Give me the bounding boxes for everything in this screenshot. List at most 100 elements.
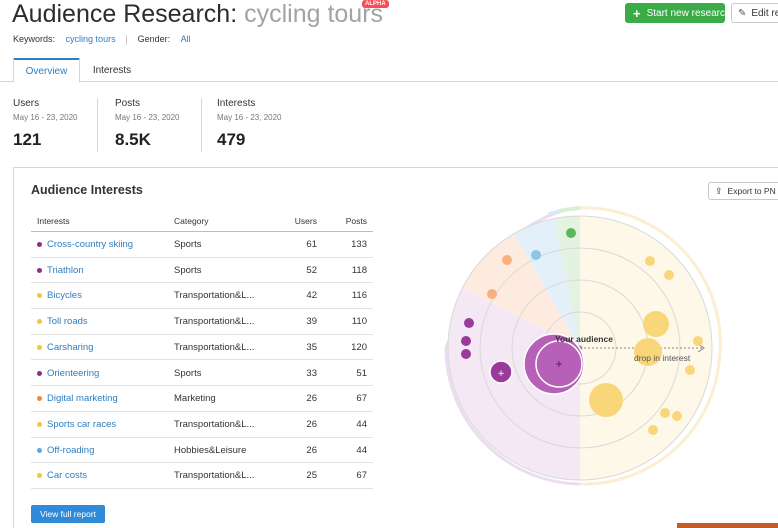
interest-users: 52	[306, 264, 317, 276]
stat-posts-value: 8.5K	[115, 130, 151, 149]
category-dot-icon	[37, 421, 42, 427]
interest-link[interactable]: Digital marketing	[47, 393, 118, 405]
interest-link[interactable]: Sports car races	[47, 418, 117, 430]
table-row: Triathlon Sports 52 118	[31, 258, 373, 284]
svg-text:+: +	[555, 359, 563, 370]
start-new-research-button[interactable]: + Start new research	[625, 3, 731, 23]
table-row: Sports car races Transportation&L... 26 44	[31, 412, 373, 438]
page-title-main: Audience Research:	[12, 0, 238, 28]
svg-text:+: +	[497, 369, 505, 379]
interest-posts: 120	[351, 341, 367, 353]
stat-users-date: May 16 - 23, 2020	[13, 113, 78, 122]
upload-icon: ⇪	[715, 185, 723, 196]
table-row: Cross-country skiing Sports 61 133	[31, 232, 373, 258]
interest-posts: 67	[356, 393, 367, 405]
table-row: Toll roads Transportation&L... 39 110	[31, 309, 373, 335]
interest-bubble[interactable]	[461, 336, 471, 346]
interest-bubble[interactable]	[672, 411, 682, 421]
audience-interests-panel: Audience Interests ⇪ Export to PN Interes…	[13, 167, 778, 528]
tab-interests[interactable]: Interests	[92, 65, 132, 76]
category-dot-icon	[37, 396, 42, 402]
ring-outer	[447, 215, 713, 481]
stat-divider	[97, 98, 98, 152]
export-button-label: Export to PN	[727, 186, 776, 196]
interest-bubble[interactable]	[502, 255, 512, 265]
keywords-value-link[interactable]: cycling tours	[65, 34, 116, 44]
interest-bubble[interactable]	[531, 250, 541, 260]
stat-interests-label: Interests	[217, 98, 256, 109]
interest-bubble[interactable]	[648, 425, 658, 435]
interest-bubble[interactable]	[487, 289, 497, 299]
interest-users: 25	[306, 470, 317, 482]
stat-posts-date: May 16 - 23, 2020	[115, 113, 180, 122]
interest-link[interactable]: Orienteering	[47, 367, 100, 379]
column-header-interests[interactable]: Interests	[37, 216, 70, 226]
interest-bubble[interactable]	[461, 349, 471, 359]
interest-bubble[interactable]	[535, 340, 583, 388]
export-png-button[interactable]: ⇪ Export to PN	[708, 182, 778, 200]
interest-posts: 44	[356, 418, 367, 430]
interest-bubble[interactable]	[589, 383, 623, 417]
view-full-report-button[interactable]: View full report	[31, 505, 105, 523]
table-row: Digital marketing Marketing 26 67	[31, 386, 373, 412]
interest-bubble[interactable]	[464, 318, 474, 328]
interest-bubble[interactable]	[660, 408, 670, 418]
interest-bubble[interactable]	[634, 338, 662, 366]
table-row: Carsharing Transportation&L... 35 120	[31, 335, 373, 361]
edit-button[interactable]: ✎ Edit re	[731, 3, 778, 23]
interest-bubble[interactable]	[643, 311, 669, 337]
alpha-badge: ALPHA	[362, 0, 389, 8]
interest-posts: 44	[356, 444, 367, 456]
interest-bubble[interactable]	[489, 360, 513, 384]
interest-users: 33	[306, 367, 317, 379]
stat-posts: Posts May 16 - 23, 2020 8.5K	[115, 98, 179, 150]
column-header-users[interactable]: Users	[294, 216, 317, 226]
interest-posts: 51	[356, 367, 367, 379]
tab-overview[interactable]: Overview	[13, 58, 80, 83]
tab-bar: Overview Interests	[0, 58, 778, 83]
stat-interests: Interests May 16 - 23, 2020 479	[217, 98, 281, 150]
interest-link[interactable]: Bicycles	[47, 290, 82, 302]
interest-bubble[interactable]	[693, 336, 703, 346]
keywords-label: Keywords:	[13, 34, 56, 44]
table-row: Orienteering Sports 33 51	[31, 361, 373, 387]
interest-posts: 118	[351, 264, 367, 276]
table-row: Car costs Transportation&L... 25 67	[31, 463, 373, 489]
stat-interests-date: May 16 - 23, 2020	[217, 113, 282, 122]
category-dot-icon	[37, 267, 42, 273]
interest-bubble[interactable]	[685, 365, 695, 375]
interest-link[interactable]: Car costs	[47, 470, 88, 482]
interest-bubble[interactable]	[664, 270, 674, 280]
interest-link[interactable]: Carsharing	[47, 341, 94, 353]
interest-link[interactable]: Cross-country skiing	[47, 239, 134, 250]
category-dot-icon	[37, 370, 42, 376]
outer-arc-transport	[579, 206, 722, 486]
column-header-posts[interactable]: Posts	[345, 216, 367, 226]
column-header-category[interactable]: Category	[174, 216, 209, 226]
table-row: Bicycles Transportation&L... 42 116	[31, 283, 373, 310]
interest-users: 35	[306, 341, 317, 353]
page-title-keyword: cycling tours	[244, 0, 384, 28]
sector-marketing	[463, 234, 580, 348]
gender-value-link[interactable]: All	[180, 34, 191, 44]
interest-link[interactable]: Triathlon	[47, 264, 84, 276]
interest-bubble-chart: + + Your audience drop in interest	[444, 206, 722, 486]
category-dot-icon	[37, 447, 42, 453]
interest-link[interactable]: Off-roading	[47, 444, 95, 456]
page-title: Audience Research: cycling tours	[12, 0, 383, 29]
outer-arc-green	[558, 206, 581, 213]
interest-users: 26	[306, 393, 317, 405]
interest-users: 26	[306, 444, 317, 456]
start-new-research-label: Start new research	[646, 7, 731, 19]
table-header: Interests Category Users Posts	[31, 207, 373, 232]
interest-link[interactable]: Toll roads	[47, 316, 88, 328]
plus-icon: +	[633, 5, 641, 21]
interest-bubble[interactable]	[566, 228, 576, 238]
interest-users: 26	[306, 418, 317, 430]
pencil-icon: ✎	[738, 7, 747, 19]
category-dot-icon	[37, 473, 42, 479]
your-audience-label: Your audience	[555, 334, 613, 344]
category-dot-icon	[37, 344, 42, 350]
interest-bubble[interactable]	[645, 256, 655, 266]
stat-users-value: 121	[13, 130, 42, 149]
